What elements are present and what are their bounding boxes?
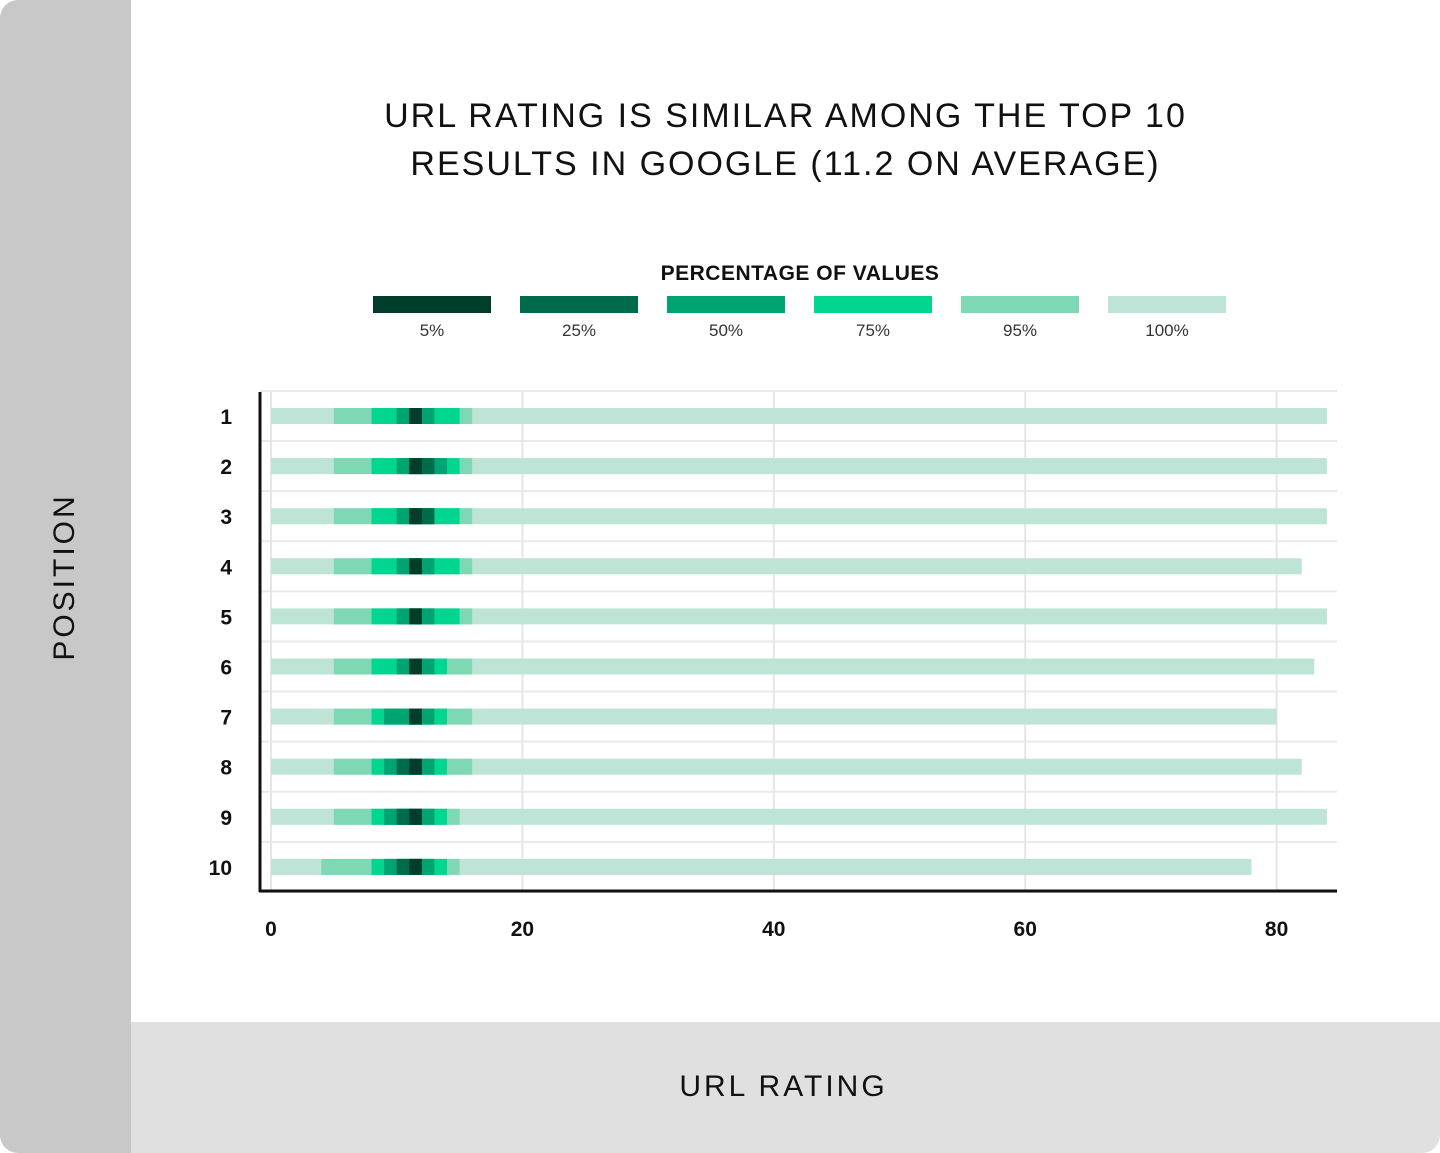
- x-tick-label: 60: [1014, 918, 1037, 941]
- bar-pos-2-100pct: [271, 458, 1327, 475]
- bar-pos-4-100pct: [271, 558, 1302, 575]
- y-tick-label: 8: [220, 757, 232, 780]
- bar-pos-8-100pct: [271, 758, 1302, 775]
- bar-pos-1-100pct: [271, 408, 1327, 424]
- y-tick-label: 5: [220, 606, 232, 629]
- legend-label: 75%: [856, 321, 890, 340]
- x-tick-label: 0: [265, 918, 277, 941]
- x-tick-label: 40: [762, 918, 785, 941]
- bar-pos-6-100pct: [271, 658, 1315, 675]
- bar-pos-10-5pct: [409, 858, 422, 875]
- legend-swatch-75pct: [814, 296, 932, 313]
- legend-label: 5%: [420, 321, 445, 340]
- x-tick-label: 20: [511, 918, 534, 941]
- legend-swatch-50pct: [667, 296, 785, 313]
- legend-label: 50%: [709, 321, 743, 340]
- x-axis-label: URL RATING: [679, 1070, 888, 1103]
- y-tick-label: 10: [209, 857, 232, 880]
- legend-label: 100%: [1145, 321, 1188, 340]
- legend-title: PERCENTAGE OF VALUES: [660, 262, 940, 285]
- bar-pos-9-100pct: [271, 808, 1327, 825]
- bar-pos-8-5pct: [409, 758, 422, 775]
- bar-pos-4-5pct: [409, 558, 422, 575]
- chart-title-line-1: URL RATING IS SIMILAR AMONG THE TOP 10: [384, 97, 1187, 135]
- bar-pos-7-5pct: [409, 708, 422, 725]
- legend-label: 95%: [1003, 321, 1037, 340]
- y-tick-label: 7: [220, 707, 232, 730]
- y-tick-label: 4: [220, 556, 232, 579]
- legend-swatch-5pct: [373, 296, 491, 313]
- chart-title-line-2: RESULTS IN GOOGLE (11.2 ON AVERAGE): [410, 145, 1161, 183]
- y-axis-label-panel: POSITION: [0, 0, 131, 1153]
- bar-pos-7-100pct: [271, 708, 1277, 725]
- y-tick-label: 6: [220, 657, 232, 680]
- y-tick-label: 2: [220, 456, 232, 479]
- bar-pos-3-5pct: [409, 508, 422, 525]
- x-axis-label-panel: URL RATING: [131, 1022, 1440, 1153]
- chart-title: URL RATING IS SIMILAR AMONG THE TOP 10 R…: [131, 92, 1440, 188]
- legend-swatch-95pct: [961, 296, 1079, 313]
- legend-label: 25%: [562, 321, 596, 340]
- bar-pos-9-5pct: [409, 808, 422, 825]
- bar-pos-5-100pct: [271, 608, 1327, 625]
- legend-swatch-25pct: [520, 296, 638, 313]
- y-tick-label: 9: [220, 807, 232, 830]
- bar-pos-2-5pct: [409, 458, 422, 475]
- bar-pos-10-100pct: [271, 858, 1252, 875]
- y-tick-label: 1: [220, 406, 232, 429]
- bar-pos-6-5pct: [409, 658, 422, 675]
- bar-pos-3-100pct: [271, 508, 1327, 525]
- bar-pos-1-5pct: [409, 408, 422, 424]
- legend-swatch-100pct: [1108, 296, 1226, 313]
- x-tick-label: 80: [1265, 918, 1288, 941]
- y-tick-label: 3: [220, 506, 232, 529]
- bar-pos-5-5pct: [409, 608, 422, 625]
